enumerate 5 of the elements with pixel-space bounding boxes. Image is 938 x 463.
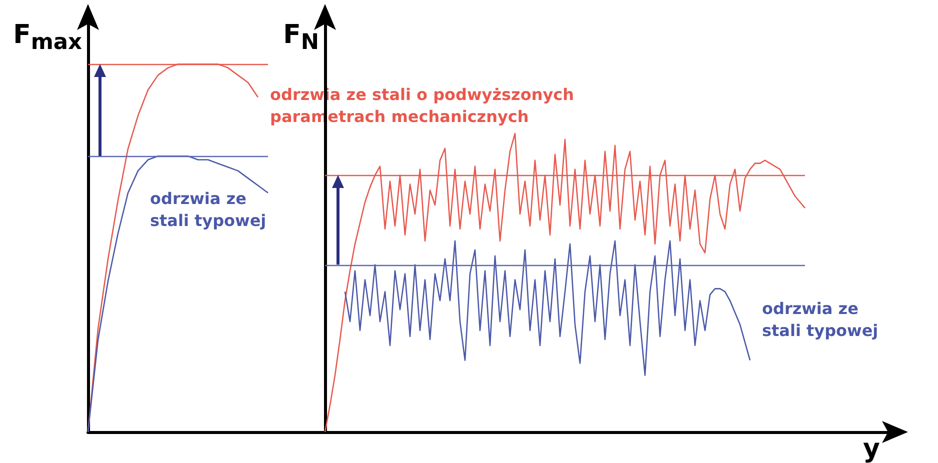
y-axis-title: F$_{N}$ [283, 20, 319, 56]
series-label: odrzwia ze stali typowej [761, 298, 880, 342]
y-axis-title: F$_{max}$ [13, 20, 82, 56]
x-axis-title: y [863, 434, 880, 463]
series-label: odrzwia ze stali typowej [149, 188, 268, 232]
